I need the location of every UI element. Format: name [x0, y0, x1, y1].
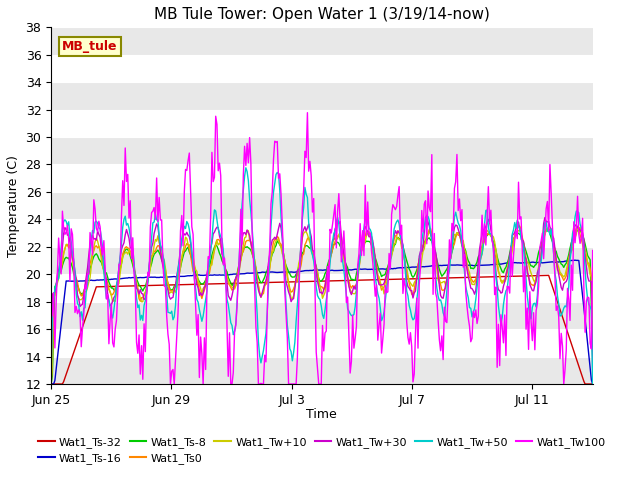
- Bar: [51, 357, 593, 384]
- Wat1_Ts-16: [465, 263, 472, 268]
- Wat1_Tw100: [426, 205, 433, 211]
- Wat1_Tw+30: [589, 367, 596, 372]
- Wat1_Ts-8: [476, 252, 483, 258]
- Wat1_Tw+30: [424, 219, 432, 225]
- Wat1_Tw+30: [545, 218, 552, 224]
- Title: MB Tule Tower: Open Water 1 (3/19/14-now): MB Tule Tower: Open Water 1 (3/19/14-now…: [154, 7, 490, 22]
- Wat1_Tw+10: [476, 258, 483, 264]
- Wat1_Tw+50: [47, 381, 55, 387]
- Wat1_Tw+50: [424, 214, 432, 219]
- Bar: [51, 82, 593, 109]
- Wat1_Ts-16: [543, 259, 551, 265]
- Wat1_Ts-32: [465, 275, 472, 280]
- Wat1_Ts-8: [543, 227, 551, 232]
- Wat1_Tw+50: [589, 381, 596, 387]
- Wat1_Ts-32: [423, 276, 431, 281]
- Wat1_Ts-16: [89, 277, 97, 283]
- Wat1_Tw+50: [466, 305, 474, 311]
- Wat1_Ts-16: [589, 381, 596, 387]
- Wat1_Tw+10: [423, 235, 431, 241]
- Wat1_Ts0: [47, 381, 55, 387]
- Wat1_Tw100: [166, 381, 174, 387]
- X-axis label: Time: Time: [307, 408, 337, 421]
- Y-axis label: Temperature (C): Temperature (C): [7, 155, 20, 257]
- Wat1_Ts-16: [362, 266, 369, 272]
- Bar: [51, 247, 593, 274]
- Wat1_Tw+30: [466, 279, 474, 285]
- Wat1_Tw100: [589, 248, 596, 253]
- Wat1_Tw+10: [362, 238, 369, 244]
- Bar: [51, 137, 593, 165]
- Wat1_Ts-32: [89, 295, 97, 300]
- Wat1_Tw+10: [465, 266, 472, 272]
- Wat1_Ts-16: [47, 381, 55, 387]
- Line: Wat1_Ts-8: Wat1_Ts-8: [51, 229, 593, 384]
- Wat1_Ts0: [589, 343, 596, 348]
- Wat1_Tw+30: [89, 232, 97, 238]
- Wat1_Ts0: [89, 250, 97, 256]
- Wat1_Ts-8: [362, 240, 369, 245]
- Wat1_Ts-8: [575, 226, 582, 232]
- Wat1_Tw100: [467, 339, 475, 345]
- Wat1_Tw100: [364, 199, 372, 205]
- Wat1_Tw100: [546, 162, 554, 168]
- Wat1_Ts0: [362, 233, 369, 239]
- Wat1_Tw100: [478, 212, 486, 218]
- Wat1_Ts0: [423, 231, 431, 237]
- Wat1_Ts-8: [465, 258, 472, 264]
- Wat1_Tw+50: [363, 213, 371, 219]
- Wat1_Ts-8: [47, 381, 55, 387]
- Wat1_Ts-16: [423, 264, 431, 269]
- Wat1_Ts-16: [572, 257, 579, 263]
- Line: Wat1_Ts-16: Wat1_Ts-16: [51, 260, 593, 384]
- Line: Wat1_Ts-32: Wat1_Ts-32: [51, 276, 593, 384]
- Wat1_Ts-32: [362, 277, 369, 283]
- Wat1_Tw+30: [423, 213, 431, 218]
- Line: Wat1_Tw+30: Wat1_Tw+30: [51, 216, 593, 378]
- Line: Wat1_Tw+50: Wat1_Tw+50: [51, 168, 593, 384]
- Wat1_Tw100: [89, 252, 97, 258]
- Wat1_Ts-16: [476, 263, 483, 268]
- Wat1_Ts-32: [589, 381, 596, 387]
- Wat1_Tw+30: [362, 224, 369, 229]
- Wat1_Ts-32: [545, 273, 552, 278]
- Wat1_Tw+30: [47, 375, 55, 381]
- Wat1_Tw+50: [242, 165, 250, 171]
- Wat1_Tw+30: [477, 238, 484, 244]
- Text: MB_tule: MB_tule: [62, 40, 117, 53]
- Wat1_Ts-32: [543, 273, 551, 278]
- Wat1_Ts0: [465, 271, 472, 277]
- Wat1_Tw+50: [545, 227, 552, 232]
- Wat1_Tw+50: [89, 228, 97, 233]
- Wat1_Ts-8: [89, 257, 97, 263]
- Wat1_Tw+10: [89, 252, 97, 258]
- Bar: [51, 27, 593, 55]
- Wat1_Tw100: [303, 110, 311, 116]
- Legend: Wat1_Ts-32, Wat1_Ts-16, Wat1_Ts-8, Wat1_Ts0, Wat1_Tw+10, Wat1_Tw+30, Wat1_Tw+50,: Wat1_Ts-32, Wat1_Ts-16, Wat1_Ts-8, Wat1_…: [33, 432, 611, 468]
- Bar: [51, 301, 593, 329]
- Line: Wat1_Tw+10: Wat1_Tw+10: [51, 227, 593, 384]
- Line: Wat1_Tw100: Wat1_Tw100: [51, 113, 593, 384]
- Line: Wat1_Ts0: Wat1_Ts0: [51, 222, 593, 384]
- Wat1_Tw+50: [477, 255, 484, 261]
- Wat1_Tw+10: [543, 225, 551, 231]
- Wat1_Ts-32: [47, 381, 55, 387]
- Wat1_Ts-8: [589, 355, 596, 360]
- Wat1_Tw+10: [573, 224, 581, 230]
- Wat1_Tw+10: [589, 341, 596, 347]
- Wat1_Tw+10: [47, 381, 55, 387]
- Wat1_Ts-32: [476, 274, 483, 280]
- Wat1_Tw100: [47, 316, 55, 322]
- Wat1_Ts0: [513, 219, 521, 225]
- Wat1_Ts0: [476, 260, 483, 266]
- Wat1_Ts-8: [423, 237, 431, 243]
- Bar: [51, 192, 593, 219]
- Wat1_Ts0: [545, 227, 552, 232]
